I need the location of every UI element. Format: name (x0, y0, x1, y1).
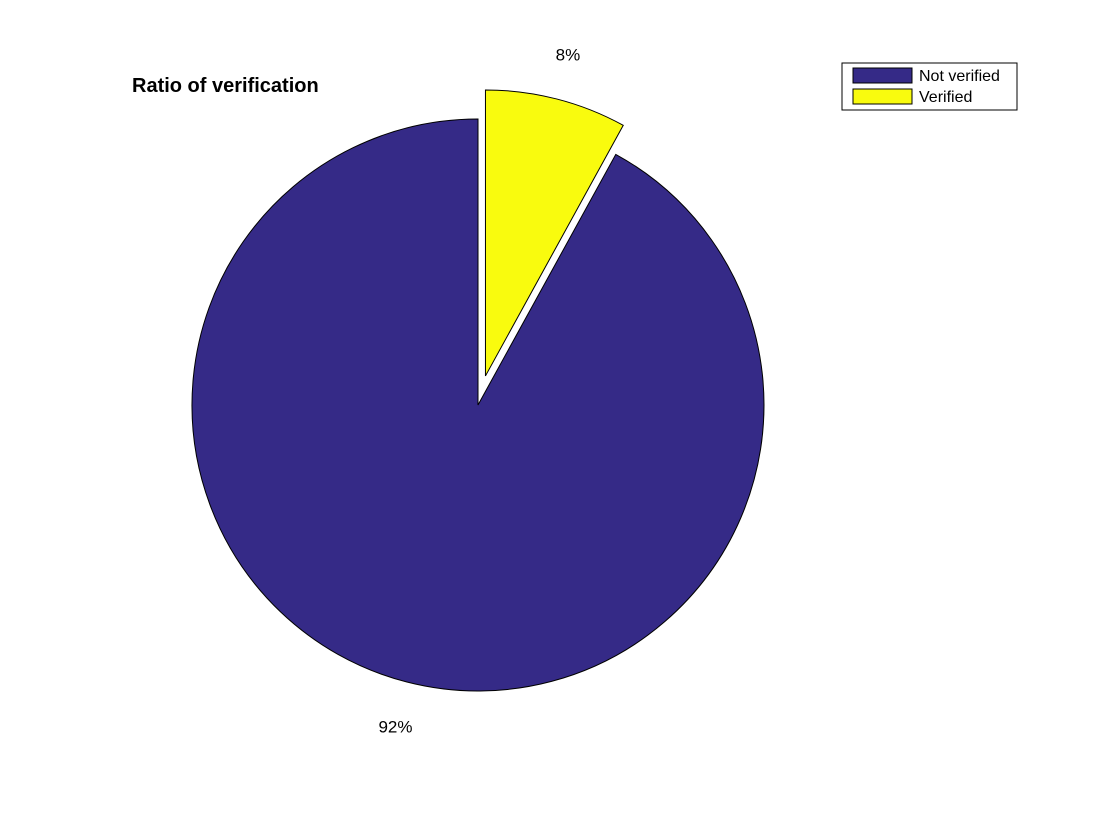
legend: Not verified Verified (841, 62, 1018, 111)
legend-label-verified: Verified (919, 89, 972, 106)
legend-label-not-verified: Not verified (919, 68, 1000, 85)
pie-slice-not-verified (191, 118, 765, 692)
pie-slices (191, 89, 765, 692)
pie-slice-label-verified: 8% (556, 46, 581, 65)
pie-slice-verified (484, 89, 624, 377)
pie-slice-label-not-verified: 92% (378, 717, 412, 736)
legend-swatch-verified (852, 88, 913, 105)
legend-swatch-not-verified (852, 67, 913, 84)
pie-slice-labels: 92% 8% (378, 46, 580, 737)
chart-title: Ratio of verification (132, 75, 319, 97)
